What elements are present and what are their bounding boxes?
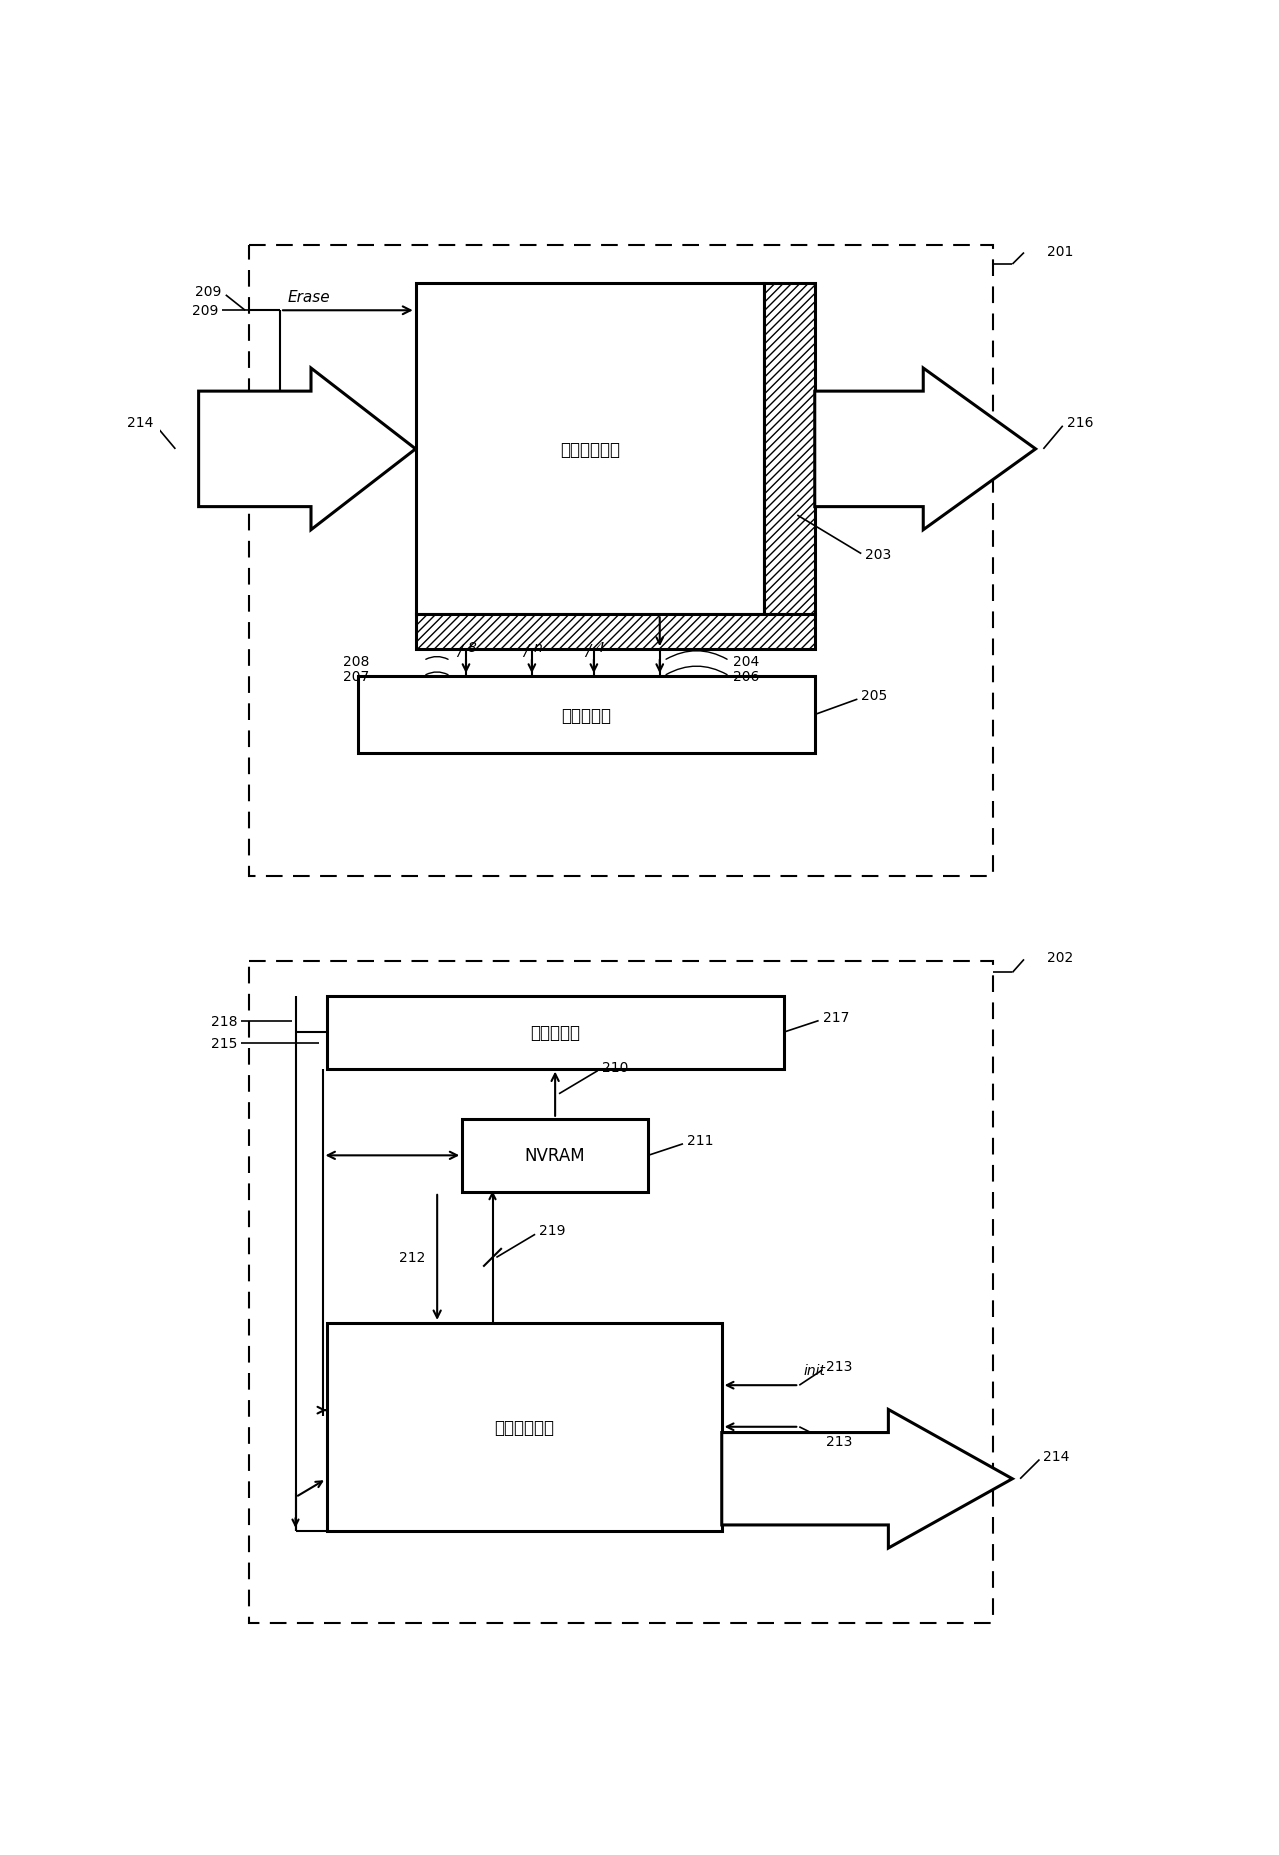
Text: 214: 214 <box>128 416 153 430</box>
Polygon shape <box>198 369 416 531</box>
Text: 210: 210 <box>601 1061 628 1074</box>
Text: 209: 209 <box>192 304 217 317</box>
Text: 214: 214 <box>1044 1449 1069 1464</box>
Bar <box>326 1323 721 1530</box>
Text: NVRAM: NVRAM <box>524 1146 586 1165</box>
Bar <box>358 677 815 753</box>
Text: 211: 211 <box>687 1133 714 1148</box>
Text: 209: 209 <box>196 286 221 299</box>
Text: 201: 201 <box>1048 245 1073 260</box>
Text: 第一连接器: 第一连接器 <box>561 707 611 723</box>
Text: 213: 213 <box>826 1434 853 1449</box>
Text: n: n <box>533 640 542 655</box>
Text: /: / <box>523 644 528 659</box>
Text: 215: 215 <box>211 1037 238 1050</box>
Text: 213: 213 <box>826 1360 853 1373</box>
Text: 第二控制方块: 第二控制方块 <box>494 1417 554 1436</box>
Text: 218: 218 <box>211 1015 238 1030</box>
Text: 第一控制方块: 第一控制方块 <box>560 441 620 458</box>
Text: 207: 207 <box>343 670 370 684</box>
Bar <box>416 284 765 616</box>
Text: 204: 204 <box>733 655 760 668</box>
Bar <box>249 961 993 1623</box>
Text: init: init <box>803 1363 825 1378</box>
Polygon shape <box>815 369 1036 531</box>
Polygon shape <box>721 1410 1013 1549</box>
Text: 202: 202 <box>1048 950 1073 965</box>
Bar <box>462 1119 648 1193</box>
Bar <box>249 245 993 877</box>
Bar <box>326 996 784 1068</box>
Text: 8: 8 <box>468 640 477 655</box>
Text: 219: 219 <box>538 1224 565 1237</box>
Text: 216: 216 <box>1067 416 1094 430</box>
Text: 212: 212 <box>399 1250 426 1265</box>
Bar <box>765 284 815 616</box>
Text: 206: 206 <box>733 670 760 684</box>
Text: /: / <box>585 644 590 659</box>
Text: 203: 203 <box>865 547 891 562</box>
Text: Erase: Erase <box>288 289 330 304</box>
Text: 4: 4 <box>596 640 605 655</box>
Text: 第二连接器: 第二连接器 <box>530 1024 581 1043</box>
Text: /: / <box>457 644 463 659</box>
Text: 205: 205 <box>861 688 888 703</box>
Text: 208: 208 <box>343 655 370 668</box>
Bar <box>416 616 815 649</box>
Text: 217: 217 <box>822 1011 849 1024</box>
